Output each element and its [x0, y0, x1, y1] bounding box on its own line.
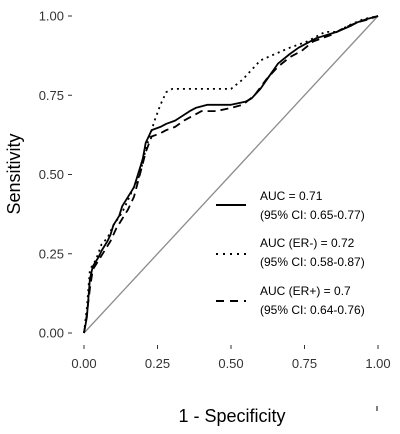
x-tick-label-0: 0.00 [71, 356, 96, 371]
y-axis-title: Sensitivity [4, 133, 24, 214]
y-tick-label-4: 1.00 [39, 9, 64, 24]
legend-entry-er-neg-ci: (95% CI: 0.58-0.87) [260, 255, 365, 269]
legend-entry-er-neg-auc: AUC (ER-) = 0.72 [260, 236, 355, 250]
reference-diagonal-line [83, 15, 379, 334]
legend-entry-er-pos-ci: (95% CI: 0.64-0.76) [260, 303, 365, 317]
legend-entry-overall-auc: AUC = 0.71 [260, 189, 323, 203]
plot-area [83, 15, 379, 334]
y-tick-label-1: 0.25 [39, 246, 64, 261]
legend: AUC = 0.71 (95% CI: 0.65-0.77) AUC (ER-)… [216, 189, 365, 317]
y-tick-label-2: 0.50 [39, 167, 64, 182]
legend-entry-overall-ci: (95% CI: 0.65-0.77) [260, 208, 365, 222]
axes: 0.00 0.25 0.50 0.75 1.00 0.00 0.25 0.50 0.75 1.00 [39, 9, 391, 372]
x-tick-label-4: 1.00 [365, 356, 390, 371]
roc-curve-solid [83, 15, 379, 334]
legend-entry-er-pos-auc: AUC (ER+) = 0.7 [260, 284, 351, 298]
x-tick-label-2: 0.50 [218, 356, 243, 371]
y-tick-label-3: 0.75 [39, 88, 64, 103]
x-tick-label-1: 0.25 [145, 356, 170, 371]
roc-curve-dotted [83, 15, 379, 334]
y-tick-label-0: 0.00 [39, 326, 64, 341]
x-tick-label-3: 0.75 [292, 356, 317, 371]
x-axis-title: 1 - Specificity [178, 406, 285, 426]
roc-curve-dashed [83, 15, 379, 334]
